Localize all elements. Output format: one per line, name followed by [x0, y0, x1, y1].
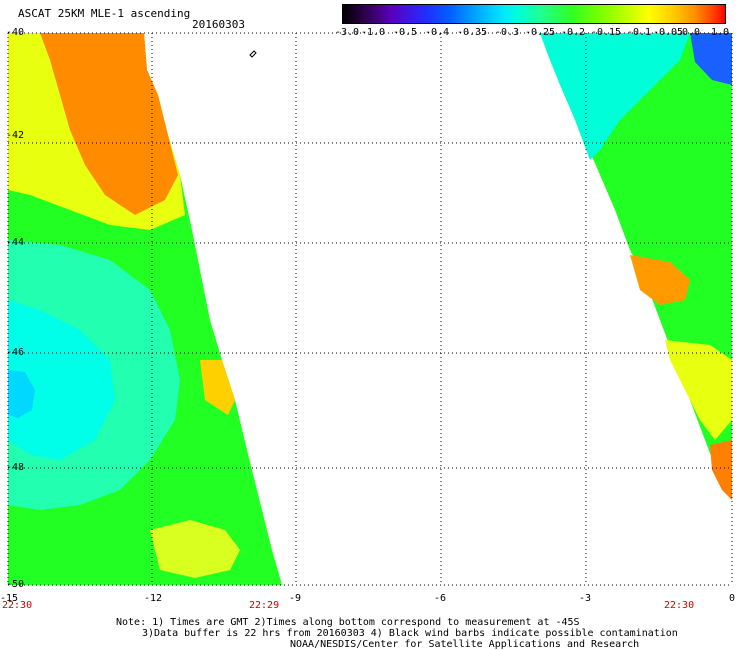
x-tick-label: -12: [144, 593, 163, 604]
time-label: 22:30: [664, 600, 695, 611]
colorbar: [342, 4, 726, 24]
right-orange-region: [630, 255, 690, 305]
colorbar-label: -0.3: [494, 27, 520, 38]
right-yellow-region: [665, 340, 732, 440]
left-blue-patch: [8, 370, 35, 418]
y-tick-label: -44: [6, 237, 25, 248]
x-tick-label: 0: [729, 593, 736, 604]
right-bottom-orange: [710, 440, 732, 500]
y-tick-label: -48: [6, 462, 25, 473]
colorbar-label: -0.5: [392, 27, 418, 38]
colorbar-label: -0.1: [626, 27, 652, 38]
x-tick-label: -6: [434, 593, 447, 604]
x-tick-label: -9: [289, 593, 302, 604]
map-title: ASCAT 25KM MLE-1 ascending: [18, 7, 191, 20]
right-swath: [540, 33, 732, 500]
time-label: 22:29: [249, 600, 280, 611]
right-blue-region: [690, 33, 732, 85]
note-line-3: NOAA/NESDIS/Center for Satellite Applica…: [290, 639, 640, 650]
y-tick-label: -42: [6, 130, 25, 141]
colorbar-label: 1.0: [710, 27, 730, 38]
left-lower-yellow: [150, 520, 240, 578]
right-cyan-region: [540, 33, 690, 160]
colorbar-label: -0.4: [424, 27, 450, 38]
note-line-2: 3)Data buffer is 22 hrs from 20160303 4)…: [142, 628, 678, 639]
colorbar-label: -0.15: [590, 27, 622, 38]
colorbar-label: -0.05: [652, 27, 684, 38]
grid: [7, 32, 733, 586]
note-line-1: Note: 1) Times are GMT 2)Times along bot…: [116, 617, 580, 628]
time-label: 22:30: [2, 600, 33, 611]
map-date: 20160303: [192, 18, 245, 31]
left-orange-region: [40, 33, 178, 215]
left-swath: [8, 33, 282, 585]
colorbar-label: -0.35: [456, 27, 488, 38]
colorbar-label: -0.25: [524, 27, 556, 38]
x-tick-label: -3: [579, 593, 592, 604]
colorbar-label: -0.2: [560, 27, 586, 38]
island-mark: [249, 50, 257, 58]
colorbar-label: -1.0: [360, 27, 386, 38]
y-tick-label: -46: [6, 347, 25, 358]
y-tick-label: -50: [6, 579, 25, 590]
colorbar-label: -3.0: [334, 27, 360, 38]
left-right-edge-yellow: [200, 360, 235, 415]
left-cyan-core: [8, 300, 115, 460]
y-tick-label: -40: [6, 27, 25, 38]
colorbar-label: 0.0: [681, 27, 701, 38]
x-tick-label: -15: [0, 593, 19, 604]
